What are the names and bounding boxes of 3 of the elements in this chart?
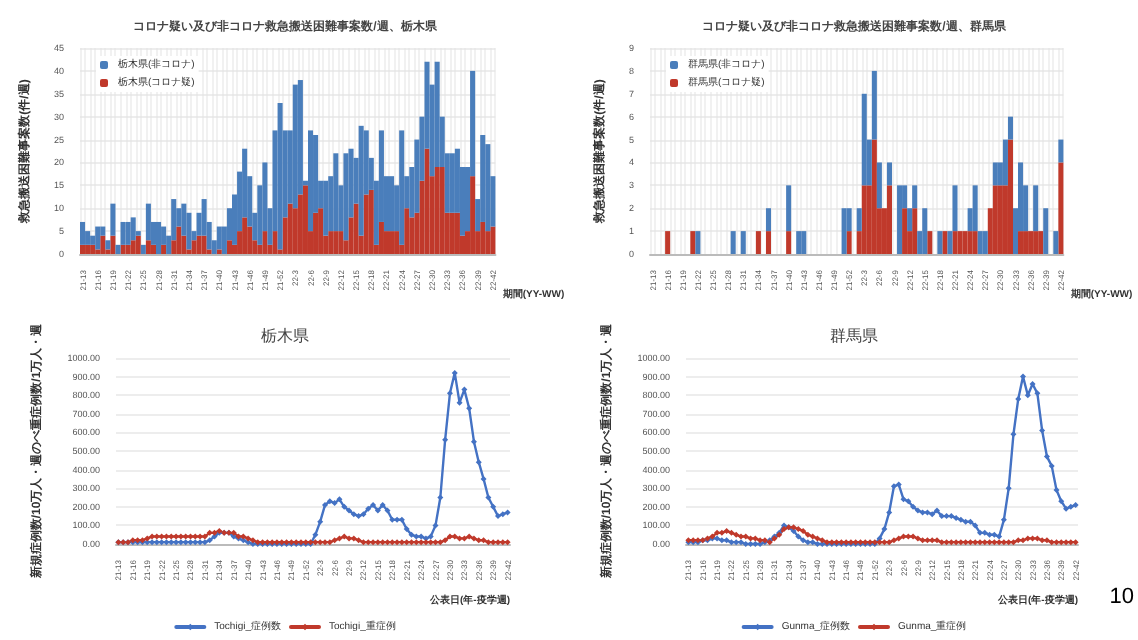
text: 10 — [1109, 585, 1135, 609]
chart-title: 栃木県 — [261, 327, 309, 345]
chart-title: 群馬県 — [830, 327, 878, 345]
